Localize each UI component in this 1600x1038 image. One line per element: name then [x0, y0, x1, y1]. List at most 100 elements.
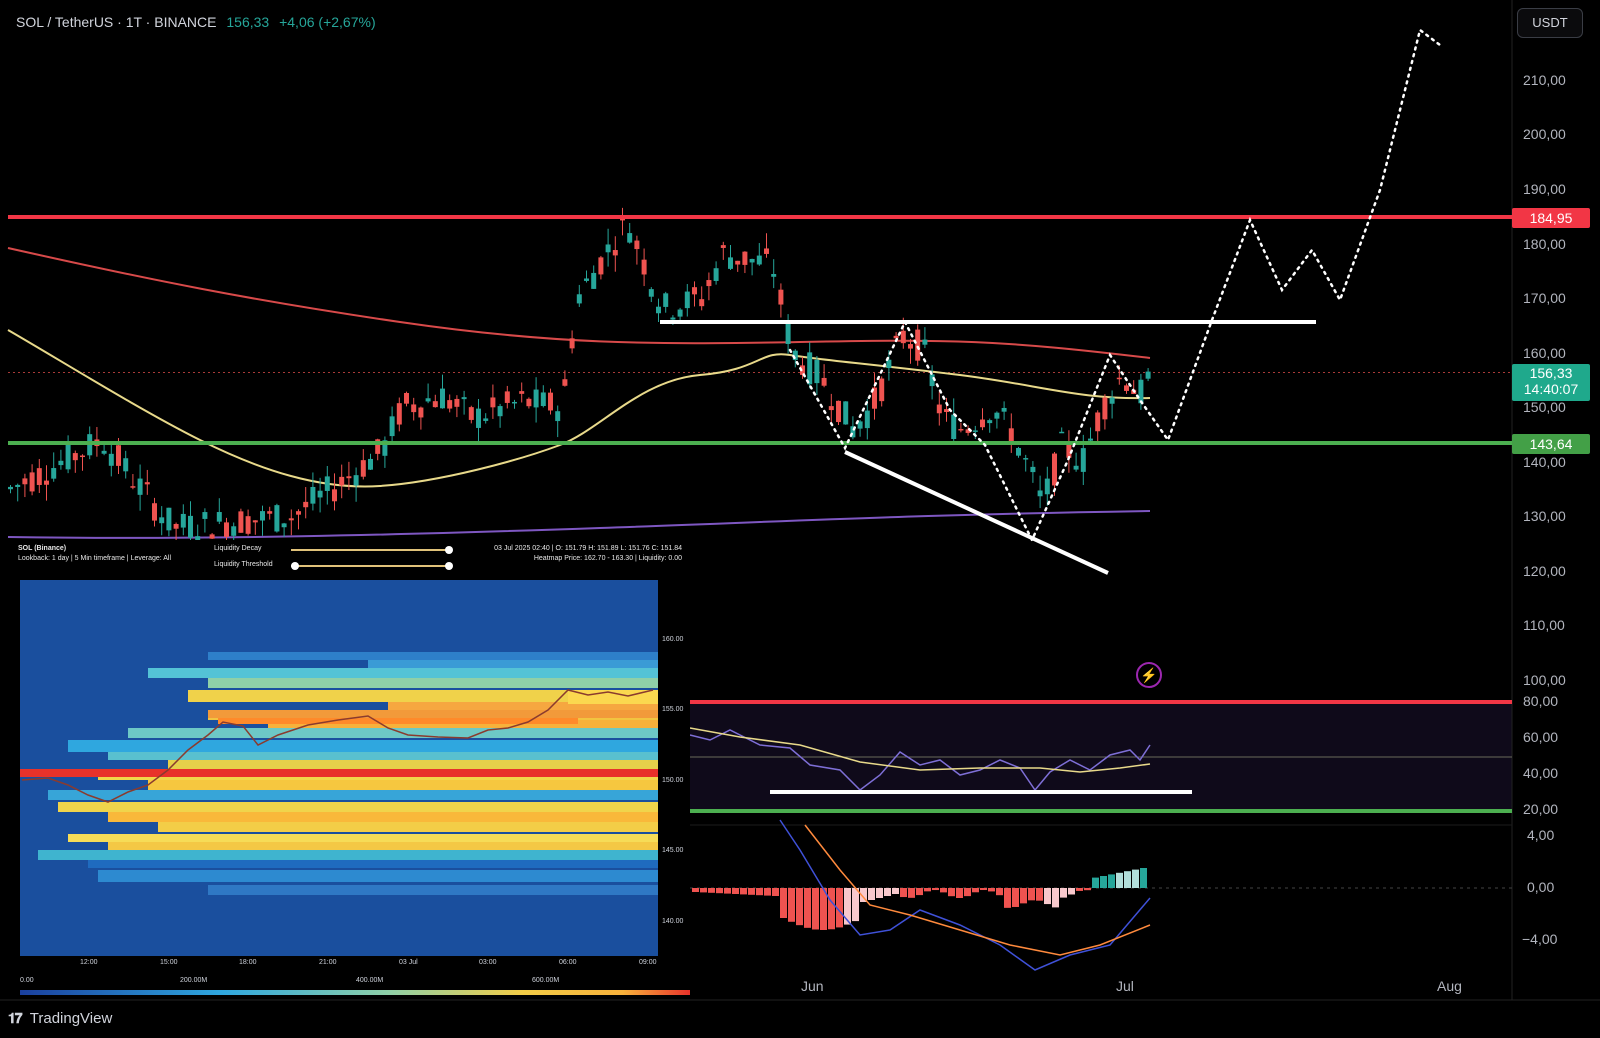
price-candle-body [908, 344, 913, 349]
price-candle-body [36, 468, 42, 485]
macd-histogram-bar [1044, 888, 1051, 905]
price-axis-label: 170,00 [1523, 290, 1566, 306]
macd-histogram-bar [1100, 876, 1107, 888]
price-candle-body [951, 414, 957, 440]
price-candle-body [742, 251, 748, 265]
projection-path [788, 27, 1442, 543]
price-candle-body [641, 259, 647, 275]
macd-histogram-bar [748, 888, 755, 895]
price-candle-body [1138, 379, 1144, 404]
price-axis-label: 210,00 [1523, 72, 1566, 88]
price-candle-body [677, 309, 683, 317]
price-candle-body [857, 421, 863, 429]
price-candle-body [584, 278, 589, 281]
macd-line [779, 819, 1151, 971]
price-candle-body [332, 489, 337, 502]
heatmap-band [148, 780, 658, 790]
macd-histogram-bar [1028, 888, 1035, 901]
macd-histogram-bar [964, 888, 971, 897]
price-candle-body [994, 412, 1000, 419]
price-candle-body [944, 409, 949, 413]
price-candle-body [497, 406, 503, 417]
slider-knob[interactable] [445, 546, 453, 554]
price-candle-body [432, 401, 438, 408]
heatmap-price-info: Heatmap Price: 162.70 - 163.30 | Liquidi… [533, 555, 682, 562]
macd-histogram-bar [892, 888, 899, 894]
ema-200-line [7, 247, 1151, 359]
macd-histogram-bar [732, 888, 739, 894]
price-candle-body [929, 374, 935, 387]
price-candle-body [828, 406, 834, 411]
price-candle-body [699, 299, 705, 307]
price-candle-body [324, 476, 330, 491]
heatmap-band [38, 850, 658, 860]
price-candle-body [540, 392, 546, 407]
price-candle-body [670, 317, 676, 320]
heatmap-band [98, 870, 658, 882]
price-candle-body [728, 257, 733, 269]
price-candle-body [389, 416, 395, 437]
price-candle-body [605, 244, 611, 253]
price-candle-body [555, 411, 561, 422]
price-candle-body [1073, 465, 1079, 470]
slider-knob[interactable] [291, 562, 299, 570]
liquidity-threshold-slider[interactable] [291, 562, 453, 570]
rsi-axis-label: 60,00 [1523, 729, 1559, 745]
price-axis-label: 190,00 [1523, 181, 1566, 197]
price-candle-body [317, 490, 323, 498]
heatmap-band [368, 660, 658, 668]
price-candle-body [1095, 412, 1101, 432]
tradingview-brand[interactable]: 𝟏𝟕 TradingView [8, 1010, 112, 1027]
price-candle-body [166, 507, 172, 531]
price-candle-body [519, 391, 525, 394]
liquidity-decay-slider[interactable] [291, 546, 453, 554]
support-price-tag: 143,64 [1512, 434, 1590, 454]
price-candle-body [1059, 431, 1065, 434]
price-candle-body [152, 503, 157, 521]
price-candle-body [440, 388, 445, 409]
falling-trendline [844, 450, 1109, 575]
price-candle-body [144, 482, 150, 485]
price-candle-body [382, 440, 388, 456]
price-candle-body [281, 523, 287, 528]
price-candle-body [692, 287, 697, 295]
heatmap-band [208, 678, 658, 688]
heatmap-subtitle: Lookback: 1 day | 5 Min timeframe | Leve… [18, 555, 172, 562]
price-candle-body [785, 323, 791, 344]
price-candle-body [814, 359, 820, 384]
price-candle-body [252, 520, 258, 523]
rsi-axis-label: 40,00 [1523, 765, 1559, 781]
price-candle-body [771, 274, 777, 277]
price-candle-body [764, 248, 769, 254]
currency-button[interactable]: USDT [1517, 8, 1583, 38]
heatmap-band [48, 790, 658, 800]
heatmap-scale-tick: 200.00M [180, 977, 208, 984]
heatmap-band [108, 842, 658, 850]
heatmap-scale-tick: 600.00M [532, 977, 560, 984]
heatmap-band [218, 718, 578, 724]
header-price: 156,33 [226, 14, 270, 30]
macd-histogram-bar [948, 888, 955, 897]
lightning-icon[interactable]: ⚡ [1136, 662, 1162, 688]
heatmap-price-trace [21, 689, 654, 803]
price-candle-body [468, 407, 474, 420]
heatmap-band [188, 690, 658, 702]
macd-histogram-bar [924, 888, 931, 892]
tradingview-logo-icon: 𝟏𝟕 [8, 1010, 23, 1026]
rsi-axis-label: 20,00 [1523, 801, 1559, 817]
slider-knob[interactable] [445, 562, 453, 570]
price-candle-body [1116, 377, 1122, 380]
macd-histogram-bar [956, 888, 963, 898]
heatmap-y-tick: 155.00 [662, 706, 684, 713]
heatmap-ohlc: 03 Jul 2025 02:40 | O: 151.79 H: 151.89 … [494, 545, 682, 552]
macd-histogram-bar [1140, 868, 1147, 888]
macd-histogram-bar [1108, 874, 1115, 888]
price-candle-body [1023, 458, 1029, 460]
price-candle-body [663, 293, 669, 307]
price-candle-body [656, 306, 661, 314]
macd-histogram-bar [900, 888, 907, 898]
heatmap-band [208, 885, 658, 895]
price-axis-label: 120,00 [1523, 563, 1566, 579]
price-candle-body [627, 233, 633, 243]
